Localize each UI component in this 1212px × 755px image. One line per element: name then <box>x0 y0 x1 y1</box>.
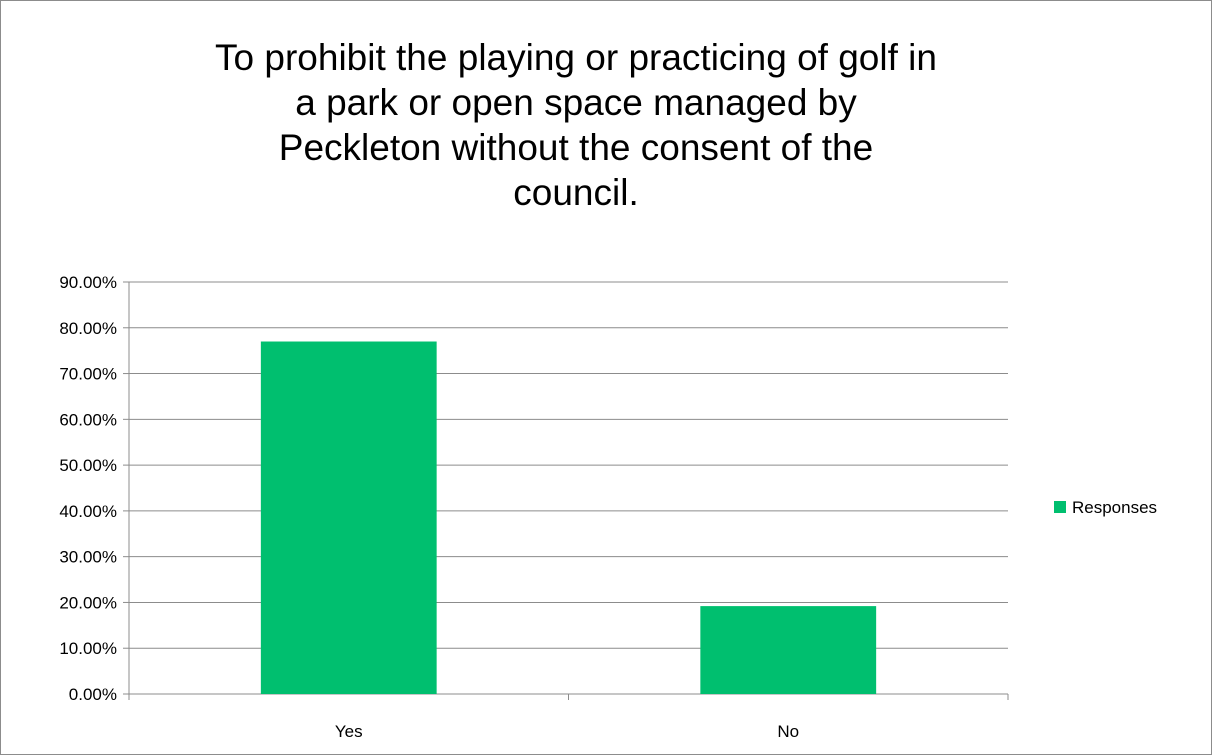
legend: Responses <box>1054 498 1157 517</box>
y-tick-label: 0.00% <box>69 685 117 704</box>
bar-yes <box>260 341 437 694</box>
y-tick-label: 80.00% <box>59 319 117 338</box>
bars <box>260 341 877 694</box>
y-axis-ticks: 0.00% 10.00% 20.00% 30.00% 40.00% 50.00% 60.00… <box>59 273 129 704</box>
x-tick-label: No <box>777 722 799 741</box>
y-tick-label: 10.00% <box>59 639 117 658</box>
bar-no <box>700 606 877 694</box>
y-tick-label: 90.00% <box>59 273 117 292</box>
y-tick-label: 20.00% <box>59 593 117 612</box>
x-tick-label: Yes <box>335 722 363 741</box>
y-tick-label: 40.00% <box>59 502 117 521</box>
y-tick-label: 30.00% <box>59 548 117 567</box>
y-tick-label: 50.00% <box>59 456 117 475</box>
y-tick-label: 60.00% <box>59 410 117 429</box>
legend-swatch <box>1054 501 1066 513</box>
y-tick-label: 70.00% <box>59 365 117 384</box>
x-axis-ticks: Yes No <box>128 694 1009 741</box>
chart-title: To prohibit the playing or practicing of… <box>215 37 937 213</box>
legend-label: Responses <box>1072 498 1157 517</box>
